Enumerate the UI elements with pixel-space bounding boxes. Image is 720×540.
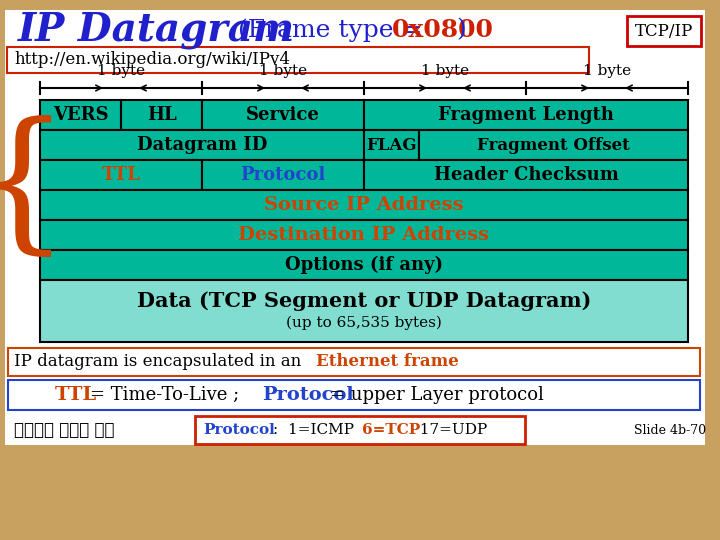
Bar xyxy=(364,100,688,130)
Text: Source IP Address: Source IP Address xyxy=(264,196,464,214)
Text: Destination IP Address: Destination IP Address xyxy=(238,226,490,244)
Text: Slide 4b-70: Slide 4b-70 xyxy=(634,423,706,436)
Text: IP Datagram: IP Datagram xyxy=(18,11,295,49)
Text: ): ) xyxy=(456,18,466,42)
Bar xyxy=(364,160,688,190)
Text: TTL: TTL xyxy=(55,386,97,404)
Bar xyxy=(40,220,688,250)
Text: Datagram ID: Datagram ID xyxy=(137,136,267,154)
Text: 6=TCP: 6=TCP xyxy=(362,423,420,437)
Text: Data (TCP Segment or UDP Datagram): Data (TCP Segment or UDP Datagram) xyxy=(137,291,591,311)
FancyBboxPatch shape xyxy=(627,16,701,46)
Bar xyxy=(419,130,688,160)
Bar xyxy=(40,280,688,342)
Text: http://en.wikipedia.org/wiki/IPv4: http://en.wikipedia.org/wiki/IPv4 xyxy=(14,51,290,69)
Bar xyxy=(202,100,364,130)
Bar xyxy=(40,100,121,130)
Text: 1 byte: 1 byte xyxy=(421,64,469,78)
Text: = Time-To-Live ;: = Time-To-Live ; xyxy=(90,386,239,404)
Text: 1 byte: 1 byte xyxy=(583,64,631,78)
Text: Header Checksum: Header Checksum xyxy=(433,166,618,184)
Bar xyxy=(364,130,419,160)
Text: Service: Service xyxy=(246,106,320,124)
Text: Ethernet frame: Ethernet frame xyxy=(316,354,459,370)
Text: IP datagram is encapsulated in an: IP datagram is encapsulated in an xyxy=(14,354,307,370)
Text: {: { xyxy=(0,116,71,264)
Text: 1 byte: 1 byte xyxy=(97,64,145,78)
Text: :  1=ICMP: : 1=ICMP xyxy=(273,423,354,437)
Text: FLAG: FLAG xyxy=(366,137,417,153)
FancyBboxPatch shape xyxy=(7,47,589,73)
Bar xyxy=(40,250,688,280)
Text: TTL: TTL xyxy=(102,166,140,184)
Text: Protocol: Protocol xyxy=(203,423,275,437)
Text: 1 byte: 1 byte xyxy=(259,64,307,78)
Bar xyxy=(202,160,364,190)
Text: (up to 65,535 bytes): (up to 65,535 bytes) xyxy=(286,316,442,330)
Text: 17=UDP: 17=UDP xyxy=(410,423,487,437)
Text: VERS: VERS xyxy=(53,106,108,124)
Text: Fragment Offset: Fragment Offset xyxy=(477,137,630,153)
Text: Fragment Length: Fragment Length xyxy=(438,106,614,124)
Bar xyxy=(40,190,688,220)
Text: Protocol: Protocol xyxy=(240,166,325,184)
Bar xyxy=(195,416,525,444)
Text: HL: HL xyxy=(147,106,176,124)
Text: 0x0800: 0x0800 xyxy=(392,18,494,42)
Text: Options (if any): Options (if any) xyxy=(285,256,443,274)
Bar xyxy=(8,348,700,376)
Bar xyxy=(40,160,202,190)
Text: Protocol: Protocol xyxy=(262,386,354,404)
Text: = upper Layer protocol: = upper Layer protocol xyxy=(330,386,544,404)
Bar xyxy=(121,100,202,130)
FancyBboxPatch shape xyxy=(5,10,705,445)
Bar xyxy=(8,380,700,410)
Text: 交大資工 葉文能 計概: 交大資工 葉文能 計概 xyxy=(14,421,114,439)
Text: TCP/IP: TCP/IP xyxy=(635,23,693,39)
Text: (Frame type =: (Frame type = xyxy=(238,18,431,42)
Bar xyxy=(40,130,364,160)
